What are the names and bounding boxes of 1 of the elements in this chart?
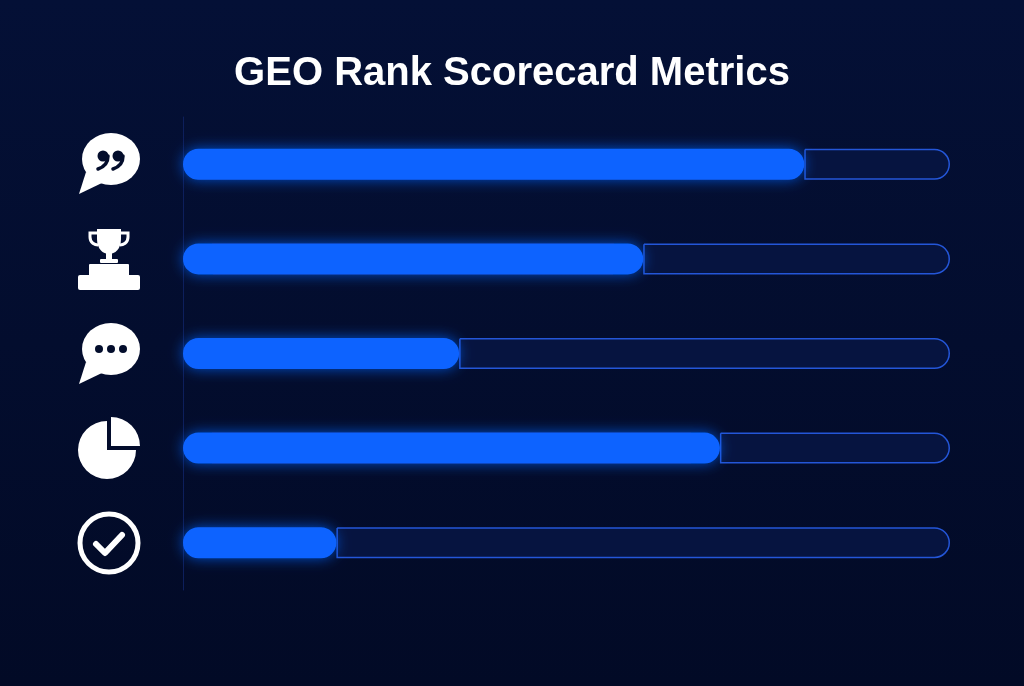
chart-title: GEO Rank Scorecard Metrics xyxy=(234,49,790,93)
